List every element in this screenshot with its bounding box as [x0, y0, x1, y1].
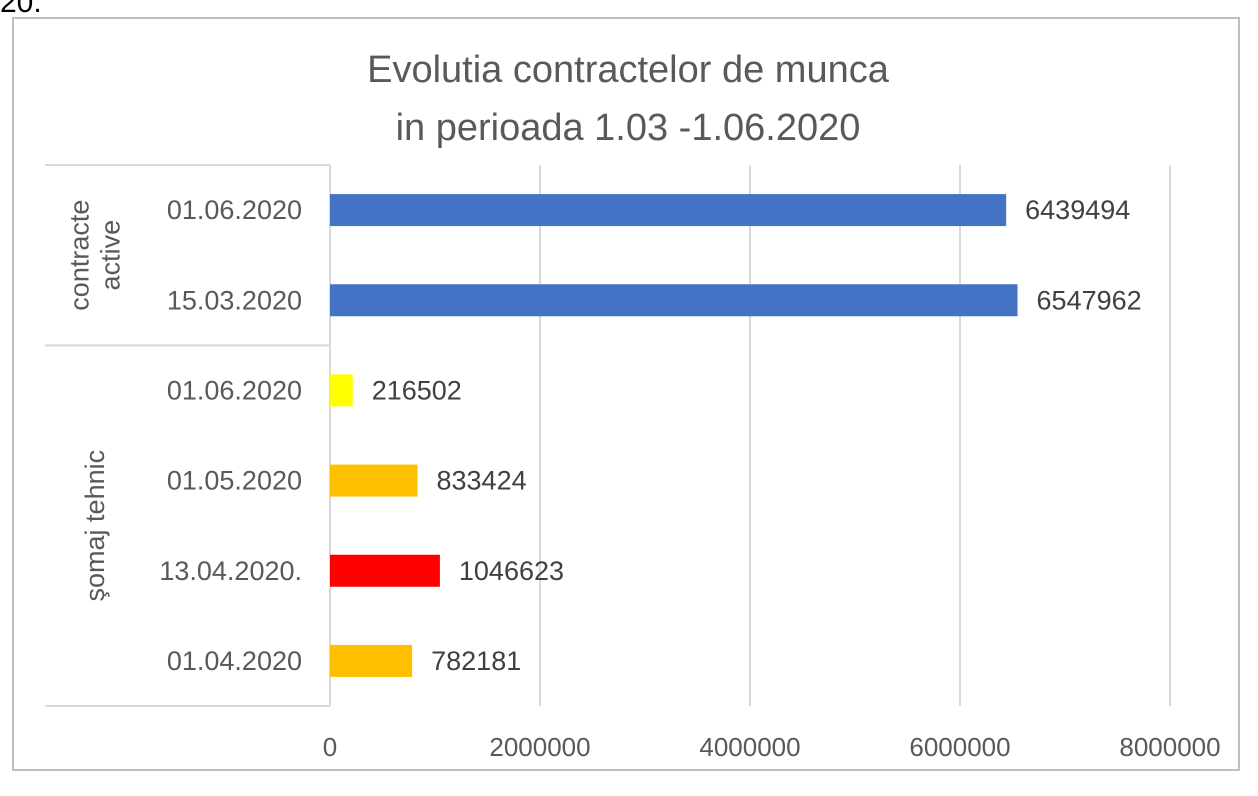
row-label: 13.04.2020. — [159, 556, 302, 586]
data-label: 1046623 — [459, 556, 564, 586]
x-tick-label: 6000000 — [909, 732, 1010, 762]
row-label: 15.03.2020 — [167, 285, 302, 315]
bar — [330, 194, 1007, 227]
bar — [330, 284, 1018, 317]
data-label: 216502 — [372, 375, 462, 405]
group-label-line: şomaj tehnic — [80, 450, 110, 602]
chart-title-line-1: Evolutia contractelor de munca — [367, 49, 890, 91]
bars — [330, 194, 1018, 677]
x-tick-label: 2000000 — [489, 732, 590, 762]
data-label: 782181 — [431, 646, 521, 676]
x-tick-label: 4000000 — [699, 732, 800, 762]
row-label: 01.05.2020 — [167, 466, 302, 496]
data-label: 6547962 — [1037, 285, 1142, 315]
row-label: 01.06.2020 — [167, 195, 302, 225]
page-fragment-text: 20. — [0, 0, 42, 19]
bar — [330, 464, 418, 497]
x-tick-label: 8000000 — [1119, 732, 1220, 762]
chart-border — [12, 17, 1240, 771]
data-label: 6439494 — [1025, 195, 1130, 225]
data-labels: 6439494 6547962 216502 833424 1046623 782181 — [372, 195, 1142, 676]
x-tick-labels: 0 2000000 4000000 6000000 8000000 — [323, 732, 1221, 762]
group-label-line: contracte — [65, 200, 95, 311]
x-tick-label: 0 — [323, 732, 337, 762]
row-labels: 01.06.2020 15.03.2020 01.06.2020 01.05.2020… — [159, 195, 302, 676]
bar — [330, 644, 413, 677]
group-label-line: active — [95, 220, 125, 291]
gridlines — [539, 165, 1171, 706]
row-label: 01.06.2020 — [167, 375, 302, 405]
category-axis-frame — [45, 164, 331, 707]
bar — [330, 374, 353, 407]
chart-title-line-2: in perioada 1.03 -1.06.2020 — [396, 107, 861, 149]
group-label: şomaj tehnic — [80, 450, 110, 602]
row-label: 01.04.2020 — [167, 646, 302, 676]
group-label: contracteactive — [65, 200, 126, 311]
group-labels: contracteactive şomaj tehnic — [65, 200, 126, 602]
bar — [330, 554, 440, 587]
data-label: 833424 — [437, 466, 527, 496]
